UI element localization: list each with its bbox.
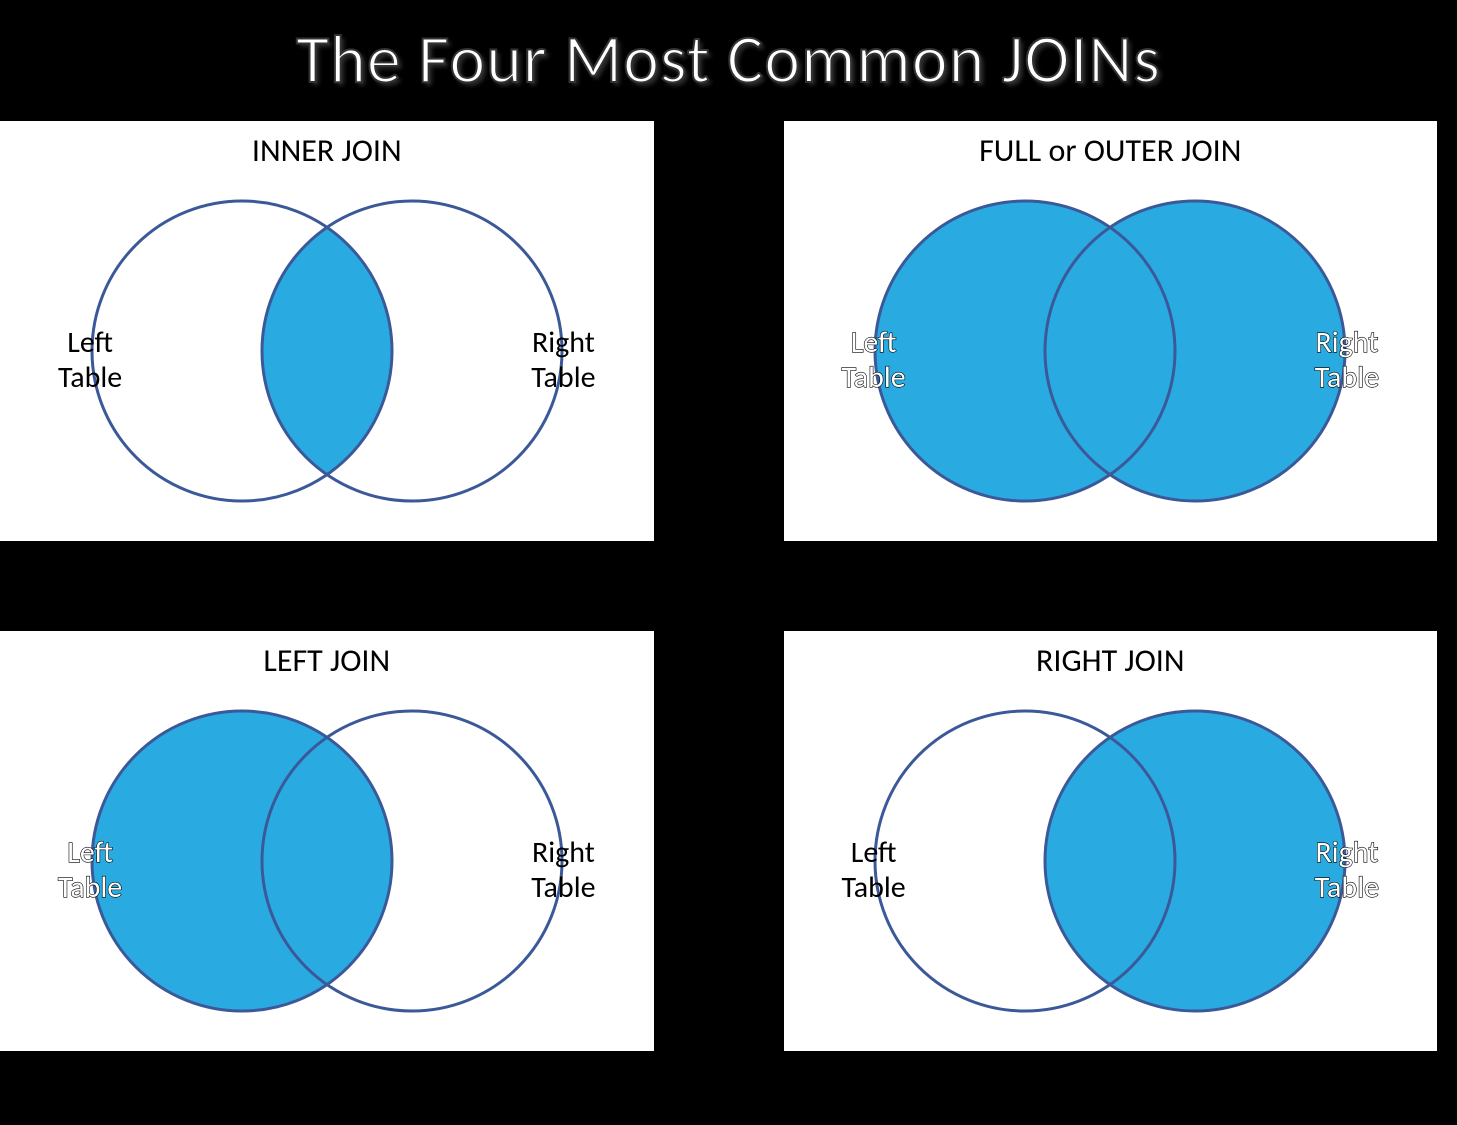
venn-right: LeftTable RightTable: [784, 686, 1438, 1036]
venn-diagram-icon: [825, 686, 1395, 1036]
venn-left: LeftTable RightTable: [0, 686, 654, 1036]
right-table-label-inner: RightTable: [531, 326, 595, 395]
panel-title-inner: INNER JOIN: [0, 121, 654, 176]
left-table-label-inner: LeftTable: [58, 326, 122, 395]
right-table-label-full: RightTable: [1315, 326, 1379, 395]
venn-diagram-icon: [42, 176, 612, 526]
panel-title-right: RIGHT JOIN: [784, 631, 1438, 686]
right-table-label-left: RightTable: [531, 836, 595, 905]
panel-full-join: FULL or OUTER JOIN LeftTable RightTable: [784, 121, 1438, 541]
left-table-label-full: LeftTable: [842, 326, 906, 395]
venn-full: LeftTable RightTable: [784, 176, 1438, 526]
venn-inner: LeftTable RightTable: [0, 176, 654, 526]
panel-title-full: FULL or OUTER JOIN: [784, 121, 1438, 176]
panel-title-left: LEFT JOIN: [0, 631, 654, 686]
panel-inner-join: INNER JOIN LeftTable RightTable: [0, 121, 654, 541]
left-table-label-left: LeftTable: [58, 836, 122, 905]
left-table-label-right: LeftTable: [842, 836, 906, 905]
venn-diagram-icon: [42, 686, 612, 1036]
panel-right-join: RIGHT JOIN LeftTable RightTable: [784, 631, 1438, 1051]
right-table-label-right: RightTable: [1315, 836, 1379, 905]
join-grid: INNER JOINLeftTableRightTableFULL or OUT…: [0, 111, 1457, 1081]
venn-diagram-icon: [825, 176, 1395, 526]
panel-left-join: LEFT JOIN LeftTable RightTable: [0, 631, 654, 1051]
page-title: The Four Most Common JOINs: [0, 0, 1457, 111]
